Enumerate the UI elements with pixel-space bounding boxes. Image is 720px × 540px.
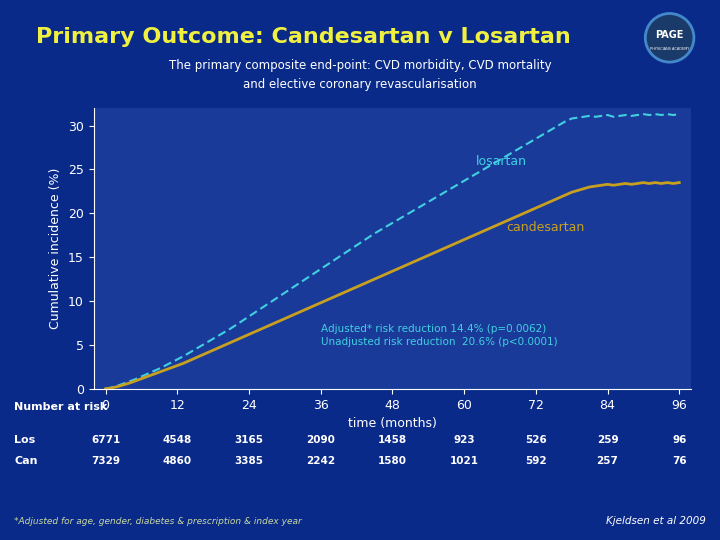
- Text: candesartan: candesartan: [506, 221, 584, 234]
- Text: Adjusted* risk reduction 14.4% (p=0.0062): Adjusted* risk reduction 14.4% (p=0.0062…: [320, 324, 546, 334]
- Text: PAGE: PAGE: [655, 30, 684, 40]
- Text: 7329: 7329: [91, 456, 120, 467]
- Text: 1021: 1021: [449, 456, 479, 467]
- Text: PHYSICIANS ACADEMY: PHYSICIANS ACADEMY: [650, 46, 689, 51]
- Text: Can: Can: [14, 456, 38, 467]
- Text: 4860: 4860: [163, 456, 192, 467]
- Text: and elective coronary revascularisation: and elective coronary revascularisation: [243, 78, 477, 91]
- Text: 2242: 2242: [306, 456, 336, 467]
- X-axis label: time (months): time (months): [348, 417, 437, 430]
- Text: 526: 526: [525, 435, 546, 445]
- Text: 3385: 3385: [235, 456, 264, 467]
- Text: 1458: 1458: [378, 435, 407, 445]
- Text: 1580: 1580: [378, 456, 407, 467]
- Text: 259: 259: [597, 435, 618, 445]
- Text: *Adjusted for age, gender, diabetes & prescription & index year: *Adjusted for age, gender, diabetes & pr…: [14, 517, 302, 526]
- Text: The primary composite end-point: CVD morbidity, CVD mortality: The primary composite end-point: CVD mor…: [168, 59, 552, 72]
- Text: Los: Los: [14, 435, 36, 445]
- Text: Primary Outcome: Candesartan v Losartan: Primary Outcome: Candesartan v Losartan: [36, 27, 571, 47]
- Text: 257: 257: [597, 456, 618, 467]
- Text: Kjeldsen et al 2009: Kjeldsen et al 2009: [606, 516, 706, 526]
- Text: Number at risk: Number at risk: [14, 402, 108, 413]
- Text: 923: 923: [454, 435, 475, 445]
- Text: 3165: 3165: [235, 435, 264, 445]
- Y-axis label: Cumulative incidence (%): Cumulative incidence (%): [50, 168, 63, 329]
- Text: 2090: 2090: [306, 435, 335, 445]
- Text: Unadjusted risk reduction  20.6% (p<0.0001): Unadjusted risk reduction 20.6% (p<0.000…: [320, 337, 557, 347]
- Text: 96: 96: [672, 435, 686, 445]
- Circle shape: [645, 14, 694, 62]
- Text: 592: 592: [525, 456, 546, 467]
- Text: 6771: 6771: [91, 435, 120, 445]
- Text: 76: 76: [672, 456, 687, 467]
- Text: losartan: losartan: [476, 155, 527, 168]
- Text: 4548: 4548: [163, 435, 192, 445]
